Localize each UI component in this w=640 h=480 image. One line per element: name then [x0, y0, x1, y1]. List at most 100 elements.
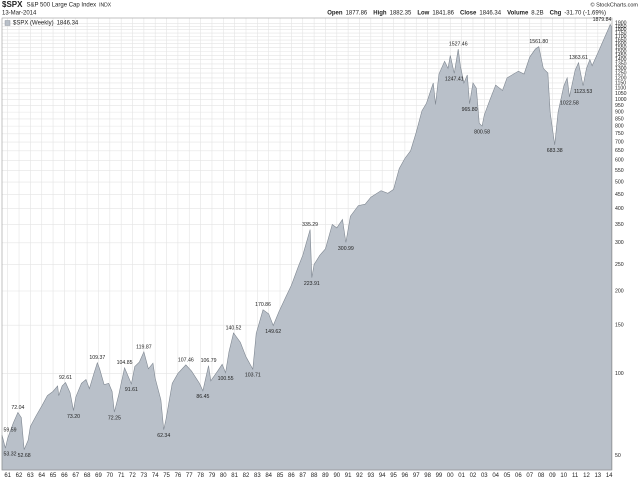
x-tick-label: 83 [254, 473, 261, 479]
x-tick-label: 84 [265, 473, 272, 479]
y-tick-label: 1300 [615, 66, 627, 72]
annotation: 170.86 [255, 302, 271, 308]
y-tick-label: 150 [615, 323, 624, 329]
annotation: 109.37 [89, 355, 105, 361]
area [1, 23, 612, 471]
x-tick-label: 12 [583, 473, 590, 479]
legend-label: $SPX (Weekly) [13, 21, 54, 27]
y-tick-label: 1350 [615, 61, 627, 67]
annotation: 1123.53 [574, 89, 592, 95]
annotation: 223.91 [304, 281, 320, 287]
annotation: 1247.41 [445, 77, 464, 83]
y-tick-label: 1700 [615, 34, 627, 40]
x-tick-label: 79 [209, 473, 216, 479]
y-tick-label: 1450 [615, 53, 627, 59]
annotation: 86.45 [196, 394, 209, 400]
x-tick-label: 06 [515, 473, 522, 479]
annotation: 800.58 [474, 129, 490, 135]
y-tick-label: 1900 [615, 21, 627, 27]
x-tick-label: 87 [299, 473, 306, 479]
chart-title: $SPX [2, 0, 23, 9]
x-tick-label: 73 [141, 473, 148, 479]
x-tick-label: 81 [231, 473, 238, 479]
x-tick-label: 92 [356, 473, 363, 479]
annotation: 104.85 [117, 360, 133, 366]
y-tick-label: 750 [615, 131, 624, 137]
annotation: 1527.46 [449, 42, 468, 48]
x-tick-label: 99 [436, 473, 443, 479]
x-tick-label: 72 [129, 473, 136, 479]
x-tick-label: 14 [606, 473, 613, 479]
annotation: 91.61 [125, 387, 138, 393]
x-tick-label: 10 [560, 473, 567, 479]
annotation: 1879.84 [593, 17, 612, 23]
y-tick-label: 400 [615, 206, 624, 212]
annotation: 1561.80 [529, 39, 548, 45]
y-tick-label: 550 [615, 168, 624, 174]
y-tick-label: 600 [615, 158, 624, 164]
x-tick-label: 09 [549, 473, 556, 479]
y-tick-label: 1000 [615, 97, 627, 103]
x-tick-label: 85 [277, 473, 284, 479]
x-tick-label: 68 [84, 473, 91, 479]
y-tick-label: 1400 [615, 57, 627, 63]
x-tick-label: 97 [413, 473, 420, 479]
y-tick-label: 1500 [615, 49, 627, 55]
quote-label: Close [460, 11, 477, 17]
quote-value: -31.70 (-1.69%) [564, 11, 606, 17]
quote-label: High [373, 11, 387, 17]
annotation: 335.29 [302, 222, 318, 228]
x-tick-label: 70 [106, 473, 113, 479]
annotation: 119.87 [136, 344, 152, 350]
labels: 5010015020025030035040045050055060065070… [4, 17, 627, 479]
y-tick-label: 450 [615, 192, 624, 198]
annotation: 62.34 [157, 433, 170, 439]
y-tick-label: 200 [615, 288, 624, 294]
plot-frame [1, 17, 613, 471]
x-tick-label: 63 [27, 473, 34, 479]
x-tick-label: 96 [402, 473, 409, 479]
y-tick-label: 950 [615, 103, 624, 109]
y-tick-label: 1200 [615, 75, 627, 81]
quote-value: 1877.86 [346, 11, 368, 17]
x-tick-label: 89 [322, 473, 329, 479]
x-tick-label: 93 [367, 473, 374, 479]
y-tick-label: 300 [615, 240, 624, 246]
x-tick-label: 04 [492, 473, 499, 479]
y-tick-label: 1750 [615, 30, 627, 36]
x-tick-label: 98 [424, 473, 431, 479]
y-tick-label: 1850 [615, 24, 627, 30]
annotation: 683.38 [547, 148, 563, 154]
credit: © StockCharts.com [591, 1, 639, 8]
quote-line: Open 1877.86 High 1882.35 Low 1841.86 Close 184… [327, 11, 606, 17]
quote-value: 1841.86 [432, 11, 454, 17]
x-tick-label: 01 [458, 473, 465, 479]
x-tick-label: 67 [72, 473, 79, 479]
quote-label: Volume [507, 11, 529, 17]
x-tick-label: 95 [390, 473, 397, 479]
plot-area [1, 17, 613, 471]
x-tick-label: 66 [61, 473, 68, 479]
y-tick-label: 1550 [615, 45, 627, 51]
x-tick-label: 94 [379, 473, 386, 479]
x-tick-label: 69 [95, 473, 102, 479]
y-tick-label: 350 [615, 222, 624, 228]
x-tick-label: 03 [481, 473, 488, 479]
date: 13-Mar-2014 [2, 11, 37, 17]
chart-subtitle: S&P 500 Large Cap Index [26, 3, 96, 9]
annotation: 72.25 [108, 415, 121, 421]
x-tick-label: 88 [311, 473, 318, 479]
x-tick-label: 74 [152, 473, 159, 479]
x-tick-label: 07 [526, 473, 533, 479]
x-tick-label: 91 [345, 473, 352, 479]
y-tick-label: 700 [615, 139, 624, 145]
annotation: 72.04 [11, 405, 24, 411]
quote-label: Chg [550, 11, 562, 17]
x-tick-label: 77 [186, 473, 193, 479]
quote-value: 8.2B [531, 11, 543, 17]
y-tick-label: 250 [615, 262, 624, 268]
annotation: 107.46 [178, 357, 194, 363]
x-tick-label: 64 [38, 473, 45, 479]
x-tick-label: 13 [594, 473, 601, 479]
